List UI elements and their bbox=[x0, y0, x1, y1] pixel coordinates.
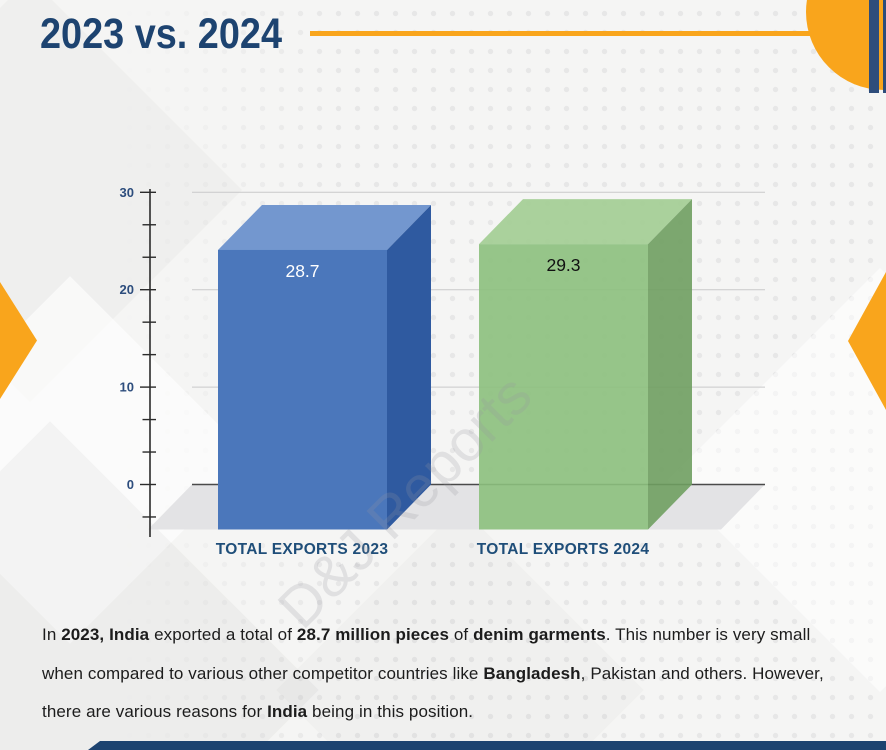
bar-top-face-2 bbox=[479, 199, 692, 245]
emphasized-text: denim garments bbox=[473, 625, 606, 644]
body-text: of bbox=[449, 625, 474, 644]
bar-side-face-2 bbox=[648, 199, 692, 530]
summary-paragraph: In 2023, India exported a total of 28.7 … bbox=[42, 616, 848, 732]
emphasized-text: 2023, India bbox=[61, 625, 150, 644]
emphasized-text: India bbox=[267, 702, 308, 721]
body-text: In bbox=[42, 625, 62, 644]
bar-top-face-1 bbox=[218, 204, 431, 250]
category-label-2023: TOTAL EXPORTS 2023 bbox=[215, 541, 389, 558]
body-text: being in this position. bbox=[307, 702, 474, 721]
emphasized-text: 28.7 million pieces bbox=[296, 625, 450, 644]
y-tick-label-0: 0 bbox=[127, 477, 134, 492]
emphasized-text: Bangladesh bbox=[483, 663, 581, 683]
category-label-2024: TOTAL EXPORTS 2024 bbox=[476, 541, 650, 558]
body-text: . This number is very small when compare… bbox=[42, 625, 811, 683]
y-tick-label-20: 20 bbox=[120, 282, 134, 297]
body-text: exported a total of bbox=[149, 625, 297, 644]
title-accent-line bbox=[310, 31, 834, 36]
bar-front-face-2 bbox=[479, 244, 648, 530]
bar-value-label-2: 29.3 bbox=[546, 255, 580, 275]
footer-accent-bar bbox=[88, 741, 886, 750]
bar-front-face-1 bbox=[218, 249, 387, 530]
page-title: 2023 vs. 2024 bbox=[40, 10, 282, 58]
bar-value-label-1: 28.7 bbox=[285, 261, 319, 281]
y-tick-label-30: 30 bbox=[120, 185, 134, 200]
body-text: , Pakistan and others. However, there ar… bbox=[42, 663, 824, 722]
corner-stripe bbox=[883, 0, 886, 93]
corner-stripe bbox=[869, 0, 879, 93]
y-tick-label-10: 10 bbox=[120, 380, 134, 395]
bar-chart: 0 10 20 30 28.7 29.3 bbox=[120, 185, 765, 537]
bar-side-face-1 bbox=[387, 204, 431, 530]
